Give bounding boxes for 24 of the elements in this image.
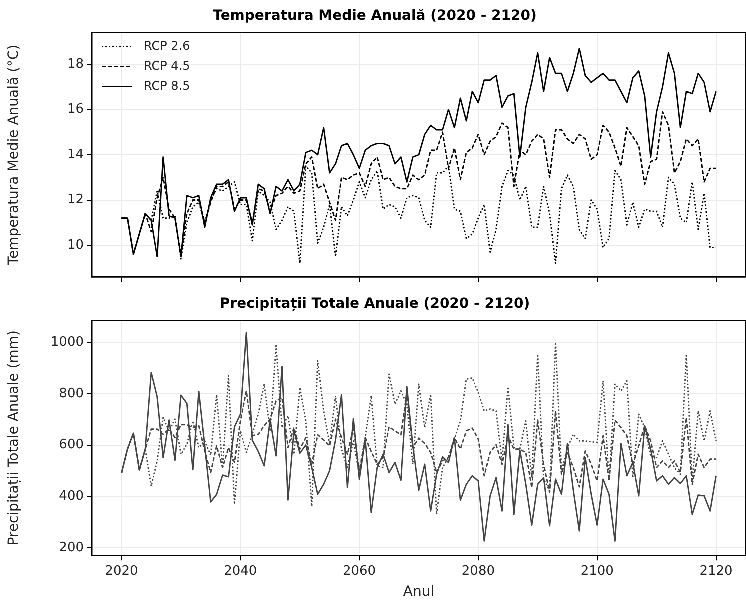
legend-label: RCP 4.5 bbox=[144, 58, 190, 73]
x-tick-label: 2060 bbox=[343, 564, 376, 579]
x-tick-label: 2120 bbox=[700, 564, 733, 579]
x-axis-title: Anul bbox=[403, 584, 435, 600]
x-tick-label: 2040 bbox=[224, 564, 258, 579]
y-tick-label: 16 bbox=[67, 102, 84, 118]
y-tick-label: 400 bbox=[59, 488, 84, 504]
y-tick-label: 600 bbox=[59, 438, 84, 453]
y-axis-title: Precipitații Totale Anuale (mm) bbox=[6, 330, 22, 546]
y-tick-label: 18 bbox=[67, 56, 84, 72]
y-axis-title: Temperatura Medie Anuală (°C) bbox=[6, 44, 22, 266]
legend-label: RCP 8.5 bbox=[144, 78, 190, 93]
y-tick-label: 10 bbox=[67, 238, 84, 253]
x-tick-label: 2020 bbox=[105, 564, 138, 579]
chart-title: Temperatura Medie Anuală (2020 - 2120) bbox=[213, 8, 537, 24]
chart-title: Precipitații Totale Anuale (2020 - 2120) bbox=[220, 296, 530, 312]
y-tick-label: 14 bbox=[67, 147, 84, 162]
y-tick-label: 800 bbox=[59, 386, 84, 402]
legend-label: RCP 2.6 bbox=[144, 38, 190, 53]
x-tick-label: 2100 bbox=[580, 564, 614, 579]
y-tick-label: 12 bbox=[67, 192, 84, 208]
y-tick-label: 1000 bbox=[50, 334, 84, 350]
y-tick-label: 200 bbox=[59, 540, 84, 556]
x-tick-label: 2080 bbox=[462, 564, 495, 579]
